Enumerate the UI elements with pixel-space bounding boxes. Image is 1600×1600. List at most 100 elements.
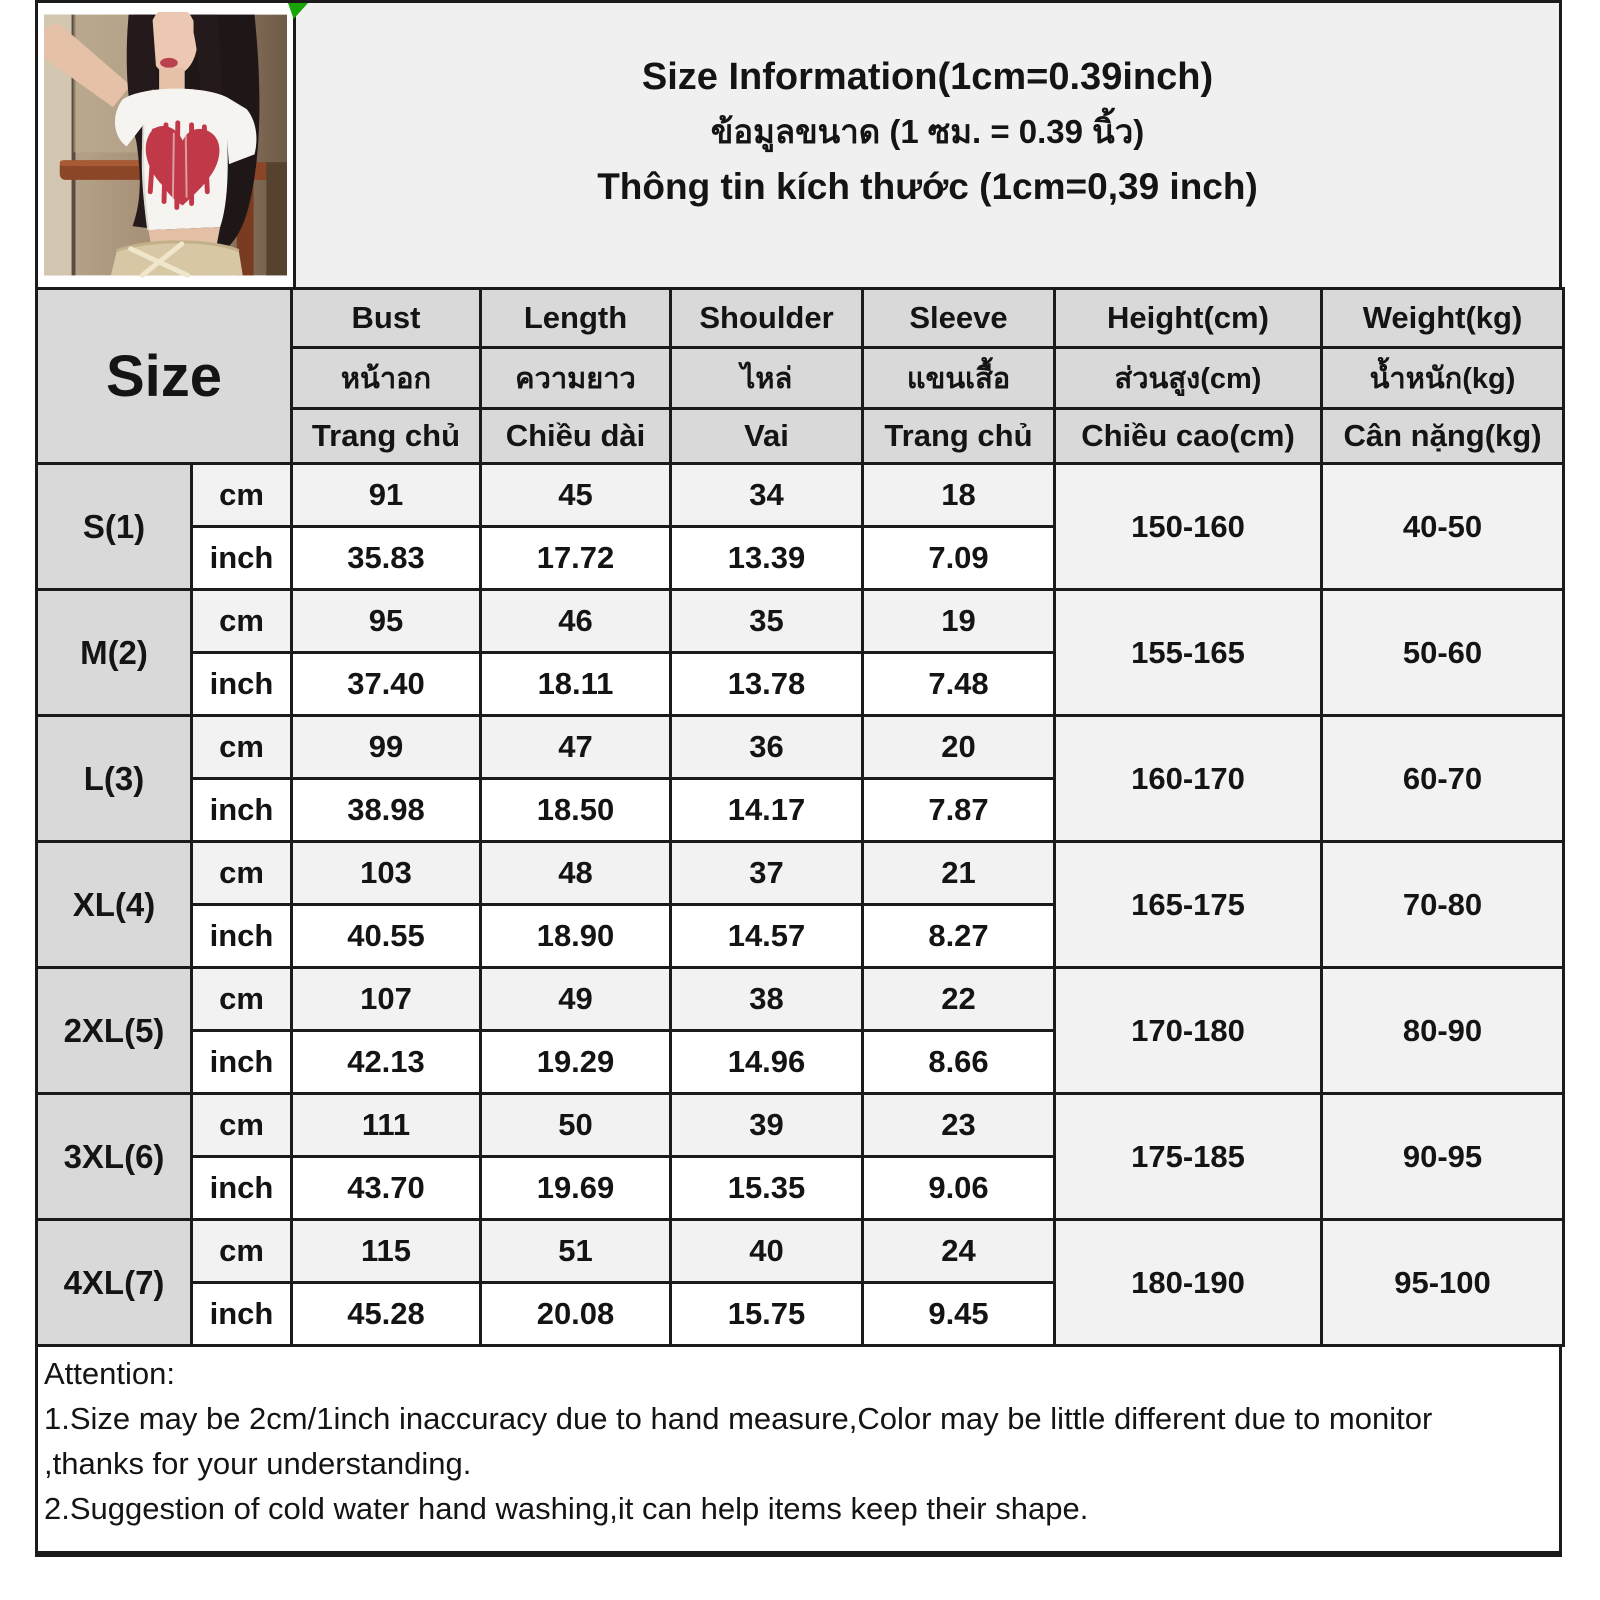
cell-cm-value: 19 — [861, 588, 1056, 654]
size-label: 2XL(5) — [35, 966, 193, 1095]
cell-cm-value: 50 — [479, 1092, 672, 1158]
size-row-inch: inch 42.13 19.29 14.96 8.66 — [37, 1029, 1564, 1095]
unit-cm-label: cm — [190, 588, 293, 654]
height-range: 165-175 — [1053, 840, 1323, 969]
cell-inch-value: 37.40 — [290, 651, 482, 717]
cell-cm-value: 22 — [861, 966, 1056, 1032]
size-row-cm: M(2) cm 95 46 35 19 155-165 50-60 — [35, 588, 1565, 717]
unit-inch-label: inch — [190, 903, 293, 969]
size-label: S(1) — [35, 462, 193, 591]
size-row-cm: L(3) cm 99 47 36 20 160-170 60-70 — [35, 714, 1565, 843]
cell-inch-value: 9.45 — [861, 1281, 1056, 1347]
cell-inch-value: 18.90 — [479, 903, 672, 969]
cell-inch-value: 7.48 — [861, 651, 1056, 717]
cell-inch-value: 40.55 — [290, 903, 482, 969]
cell-cm-value: 115 — [290, 1218, 482, 1284]
cell-inch-value: 7.09 — [861, 525, 1056, 591]
cell-cm-value: 20 — [861, 714, 1056, 780]
top-section: Size Information(1cm=0.39inch) ข้อมูลขนา… — [35, 0, 1562, 287]
size-row-cm: XL(4) cm 103 48 37 21 165-175 70-80 — [35, 840, 1565, 969]
cell-inch-value: 43.70 — [290, 1155, 482, 1221]
cell-cm-value: 95 — [290, 588, 482, 654]
header-length-vi: Chiều dài — [479, 407, 672, 465]
size-column-header: Size — [35, 287, 293, 465]
cell-inch-value: 18.11 — [479, 651, 672, 717]
cell-cm-value: 40 — [669, 1218, 864, 1284]
header-shoulder-vi: Vai — [669, 407, 864, 465]
unit-inch-label: inch — [190, 525, 293, 591]
cell-cm-value: 18 — [861, 462, 1056, 528]
header-bust-en: Bust — [290, 287, 482, 349]
cell-inch-value: 14.57 — [669, 903, 864, 969]
cell-inch-value: 19.29 — [479, 1029, 672, 1095]
size-row-cm: 3XL(6) cm 111 50 39 23 175-185 90-95 — [35, 1092, 1565, 1221]
cell-cm-value: 48 — [479, 840, 672, 906]
size-label: 3XL(6) — [35, 1092, 193, 1221]
cell-cm-value: 107 — [290, 966, 482, 1032]
size-row-inch: inch 40.55 18.90 14.57 8.27 — [37, 903, 1564, 969]
header-weight-th: น้ำหนัก(kg) — [1320, 346, 1565, 410]
cell-cm-value: 24 — [861, 1218, 1056, 1284]
attention-heading: Attention: — [44, 1356, 175, 1391]
size-row-cm: 2XL(5) cm 107 49 38 22 170-180 80-90 — [35, 966, 1565, 1095]
cell-inch-value: 8.66 — [861, 1029, 1056, 1095]
weight-range: 95-100 — [1320, 1218, 1565, 1347]
cell-inch-value: 14.96 — [669, 1029, 864, 1095]
header-weight-vi: Cân nặng(kg) — [1320, 407, 1565, 465]
cell-cm-value: 99 — [290, 714, 482, 780]
cell-cm-value: 45 — [479, 462, 672, 528]
size-table: Size Bust Length Shoulder Sleeve Height(… — [35, 287, 1565, 1347]
unit-inch-label: inch — [190, 1155, 293, 1221]
cell-cm-value: 39 — [669, 1092, 864, 1158]
header-sleeve-th: แขนเสื้อ — [861, 346, 1056, 410]
title-vietnamese: Thông tin kích thước (1cm=0,39 inch) — [597, 166, 1258, 207]
title-english: Size Information(1cm=0.39inch) — [641, 56, 1214, 98]
header-sleeve-en: Sleeve — [861, 287, 1056, 349]
cell-inch-value: 17.72 — [479, 525, 672, 591]
header-length-en: Length — [479, 287, 672, 349]
size-row-inch: inch 35.83 17.72 13.39 7.09 — [37, 525, 1564, 591]
cell-inch-value: 15.75 — [669, 1281, 864, 1347]
height-range: 155-165 — [1053, 588, 1323, 717]
size-label: L(3) — [35, 714, 193, 843]
cell-inch-value: 13.39 — [669, 525, 864, 591]
unit-cm-label: cm — [190, 840, 293, 906]
cell-inch-value: 7.87 — [861, 777, 1056, 843]
cell-inch-value: 14.17 — [669, 777, 864, 843]
unit-cm-label: cm — [190, 1218, 293, 1284]
cell-cm-value: 51 — [479, 1218, 672, 1284]
cell-inch-value: 35.83 — [290, 525, 482, 591]
header-sleeve-vi: Trang chủ — [861, 407, 1056, 465]
unit-cm-label: cm — [190, 966, 293, 1032]
header-height-en: Height(cm) — [1053, 287, 1323, 349]
cell-inch-value: 20.08 — [479, 1281, 672, 1347]
unit-cm-label: cm — [190, 462, 293, 528]
cell-cm-value: 49 — [479, 966, 672, 1032]
attention-note: Attention: 1.Size may be 2cm/1inch inacc… — [35, 1347, 1562, 1557]
weight-range: 80-90 — [1320, 966, 1565, 1095]
height-range: 170-180 — [1053, 966, 1323, 1095]
attention-line-3: 2.Suggestion of cold water hand washing,… — [44, 1491, 1089, 1526]
header-height-th: ส่วนสูง(cm) — [1053, 346, 1323, 410]
weight-range: 60-70 — [1320, 714, 1565, 843]
model-photo-illustration — [44, 12, 287, 278]
attention-line-2: ,thanks for your understanding. — [44, 1446, 472, 1481]
size-label: M(2) — [35, 588, 193, 717]
cell-inch-value: 38.98 — [290, 777, 482, 843]
header-shoulder-en: Shoulder — [669, 287, 864, 349]
header-length-th: ความยาว — [479, 346, 672, 410]
unit-inch-label: inch — [190, 1281, 293, 1347]
weight-range: 50-60 — [1320, 588, 1565, 717]
title-block: Size Information(1cm=0.39inch) ข้อมูลขนา… — [296, 3, 1559, 287]
header-height-vi: Chiều cao(cm) — [1053, 407, 1323, 465]
cell-inch-value: 15.35 — [669, 1155, 864, 1221]
unit-inch-label: inch — [190, 777, 293, 843]
unit-inch-label: inch — [190, 651, 293, 717]
cell-cm-value: 37 — [669, 840, 864, 906]
cell-inch-value: 45.28 — [290, 1281, 482, 1347]
cell-cm-value: 34 — [669, 462, 864, 528]
cell-cm-value: 46 — [479, 588, 672, 654]
weight-range: 90-95 — [1320, 1092, 1565, 1221]
cell-cm-value: 111 — [290, 1092, 482, 1158]
size-row-inch: inch 43.70 19.69 15.35 9.06 — [37, 1155, 1564, 1221]
